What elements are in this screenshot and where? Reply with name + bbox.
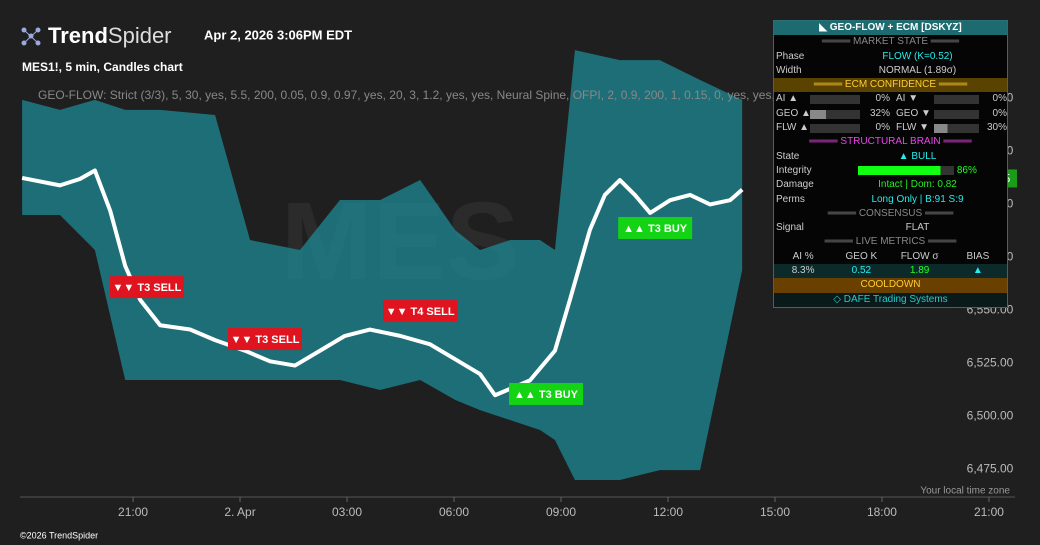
row: Perms Long Only | B:91 S:9 — [776, 193, 964, 205]
x-tick-label: 06:00 — [439, 505, 469, 519]
logo-icon — [21, 27, 41, 46]
row: Damage Intact | Dom: 0.82 — [776, 179, 957, 191]
row: Integrity 86% — [776, 164, 977, 176]
x-tick-label: 21:00 — [118, 505, 148, 519]
row: Phase FLOW (K=0.52) — [776, 50, 953, 62]
brand: ◇ DAFE Trading Systems — [774, 292, 1007, 307]
x-tick-label: 21:00 — [974, 505, 1004, 519]
y-tick-label: 6,475.00 — [967, 462, 1014, 476]
timezone: Your local time zone — [920, 486, 1010, 497]
copyright: ©2026 TrendSpider — [20, 530, 98, 540]
plot: ▼▼ T3 SELL ▼▼ T3 SELL ▼▼ T4 SELL ▲▲ T3 BUY ▲… — [21, 50, 959, 481]
section: ════ LIVE METRICS ════ — [824, 236, 957, 248]
symbol: MES1!, 5 min, Candles chart — [22, 60, 183, 74]
x-tick-label: 09:00 — [546, 505, 576, 519]
logo: TrendSpider — [48, 23, 172, 48]
metrics-head: AI % GEO K FLOW σ BIAS — [792, 250, 990, 262]
y-tick-label: 6,500.00 — [967, 409, 1014, 423]
indicator-legend: GEO-FLOW: Strict (3/3), 5, 30, yes, 5.5,… — [38, 88, 924, 102]
signal-box — [383, 300, 458, 323]
section: ════ CONSENSUS ════ — [827, 207, 954, 219]
row: Signal FLAT — [776, 222, 930, 234]
datetime: Apr 2, 2026 3:06PM EDT — [204, 27, 352, 42]
x-tick-label: 15:00 — [760, 505, 790, 519]
signal-label: ▼▼ T3 SELL — [113, 282, 182, 294]
x-tick-label: 18:00 — [867, 505, 897, 519]
metrics: 8.3% 0.52 1.89 ▲ — [774, 264, 1007, 279]
signal-label: ▲▲ T3 BUY — [514, 389, 579, 401]
row: State ▲ BULL — [776, 150, 937, 162]
signal-box — [109, 276, 184, 299]
section: ════ STRUCTURAL BRAIN ════ — [809, 136, 972, 148]
x-tick-label: 03:00 — [332, 505, 362, 519]
section: ════ MARKET STATE ════ — [821, 36, 960, 48]
x-tick-label: 2. Apr — [224, 505, 255, 519]
row: AI ▲ 0% AI ▼ 0% — [776, 93, 1007, 105]
info-panel: ◣ GEO-FLOW + ECM [DSKYZ] ════ MARKET STA… — [773, 20, 1008, 308]
signal-label: ▼▼ T4 SELL — [386, 306, 455, 318]
cooldown: COOLDOWN — [774, 278, 1007, 293]
signal-box — [618, 216, 693, 239]
section: ════ ECM CONFIDENCE ════ — [774, 78, 1007, 93]
row: GEO ▲ 32% GEO ▼ 0% — [776, 107, 1007, 119]
panel-title: ◣ GEO-FLOW + ECM [DSKYZ] — [774, 21, 1007, 36]
signal-box — [228, 328, 303, 351]
volatility-band — [22, 50, 743, 481]
signal-label: ▲▲ T3 BUY — [623, 223, 688, 235]
y-tick-label: 6,525.00 — [967, 356, 1014, 370]
signal-box — [509, 382, 584, 405]
row: Width NORMAL (1.89σ) — [776, 64, 957, 76]
x-tick-label: 12:00 — [653, 505, 683, 519]
row: FLW ▲ 0% FLW ▼ 30% — [776, 122, 1007, 134]
signal-label: ▼▼ T3 SELL — [231, 334, 300, 346]
